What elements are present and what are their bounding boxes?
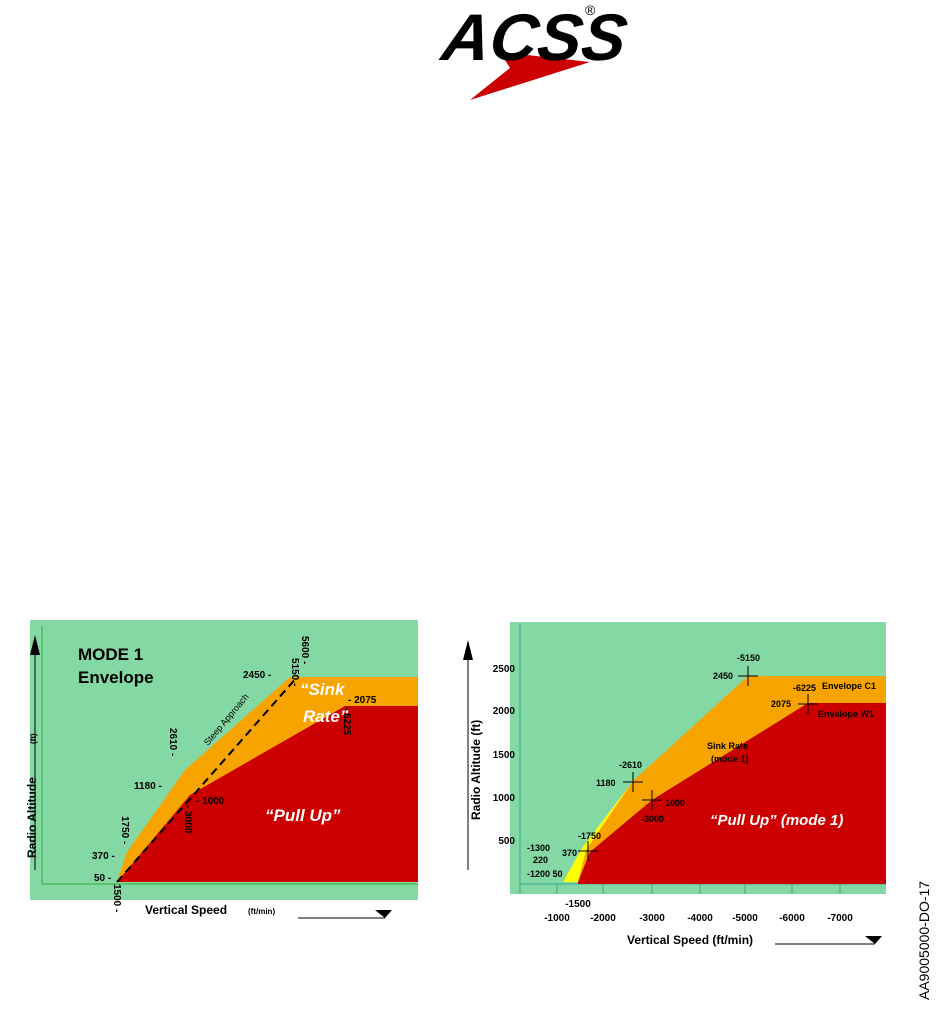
x-ticks: -1000 -2000 -3000 -4000 -5000 -6000 -700… (544, 899, 853, 924)
label: -1300 (527, 843, 550, 853)
envelope-label: Envelope W1 (818, 709, 874, 719)
x-tick-label: -1500 (565, 899, 591, 910)
region-label: Sink Rate (707, 741, 748, 751)
y-tick-label: 2500 (493, 664, 516, 675)
crosshairs (578, 666, 818, 861)
steep-approach-line (116, 675, 299, 883)
x-tick-label: -3000 (639, 913, 665, 924)
label: 2450 (713, 671, 733, 681)
label: 2610 - (167, 728, 178, 756)
axis-arrow (30, 635, 40, 655)
label: -6225 (793, 683, 816, 693)
x-tick-label: -1000 (544, 913, 570, 924)
logo-text: ACSS (436, 1, 632, 75)
label: 2450 - (243, 670, 271, 681)
region-label: Rate” (303, 707, 349, 726)
label: 50 - (94, 873, 111, 884)
sink-rate-region (578, 676, 886, 882)
x-tick-label: -2000 (590, 913, 616, 924)
right-diagram: Radio Altitude (ft) Vertical Speed (ft/m… (463, 622, 886, 947)
region-label: “Sink (300, 680, 346, 699)
x-tick-label: -4000 (687, 913, 713, 924)
y-ticks: 2500 2000 1500 1000 500 (493, 664, 516, 847)
label: 370 - (92, 851, 115, 862)
region-label: “Pull Up” (265, 806, 341, 825)
title: Envelope (78, 668, 154, 687)
label: -2610 (619, 760, 642, 770)
y-tick-label: 2000 (493, 706, 516, 717)
x-axis-label: Vertical Speed (145, 903, 227, 917)
x-tick-label: -6000 (779, 913, 805, 924)
label: 1000 (665, 798, 685, 808)
y-axis-unit: (ft) (29, 733, 38, 744)
logo-registered: ® (585, 2, 596, 18)
label: 1180 - (134, 781, 162, 792)
x-tick-label: -5000 (732, 913, 758, 924)
label: -5150 (737, 653, 760, 663)
label: -3000 (641, 814, 664, 824)
y-tick-label: 1000 (493, 793, 516, 804)
y-axis-label: Radio Altitude (25, 777, 39, 858)
label: -1750 (578, 831, 601, 841)
label: 2075 (771, 699, 791, 709)
y-tick-label: 1500 (493, 750, 516, 761)
figure-id: AA9005000-DO-17 (916, 881, 932, 1000)
label: 5150 - (289, 658, 300, 686)
x-axis-label: Vertical Speed (ft/min) (627, 933, 753, 947)
label: - 2075 (348, 695, 377, 706)
axis-arrow (463, 640, 473, 660)
label: 5600 - (299, 636, 310, 664)
label: 370 (562, 848, 577, 858)
label: 1180 (596, 778, 616, 788)
x-axis-unit: (ft/min) (248, 907, 275, 916)
label: -1200 50 (527, 869, 563, 879)
region-label: “Pull Up” (mode 1) (710, 812, 843, 829)
envelope-label: Envelope C1 (822, 681, 876, 691)
y-axis-label: Radio Altitude (ft) (469, 720, 483, 820)
pull-up-region (578, 703, 886, 884)
label: 220 (533, 855, 548, 865)
label: - 6225 (341, 707, 352, 736)
axis-arrow (375, 910, 392, 918)
axis-arrow (865, 936, 882, 944)
label: - 3000 (182, 805, 193, 834)
logo-arrow (470, 52, 590, 100)
title: MODE 1 (78, 645, 143, 664)
pull-up-region (117, 706, 418, 882)
label: 1500 - (111, 884, 122, 912)
logo: ACSS ® (436, 1, 632, 100)
x-tick-label: -7000 (827, 913, 853, 924)
y-tick-label: 500 (498, 836, 515, 847)
region-label: (mode 1) (711, 754, 749, 764)
label: - 1000 (196, 796, 225, 807)
left-diagram: MODE 1 Envelope Radio Altitude (ft) Vert… (25, 620, 418, 919)
label: 1750 - (119, 816, 130, 844)
